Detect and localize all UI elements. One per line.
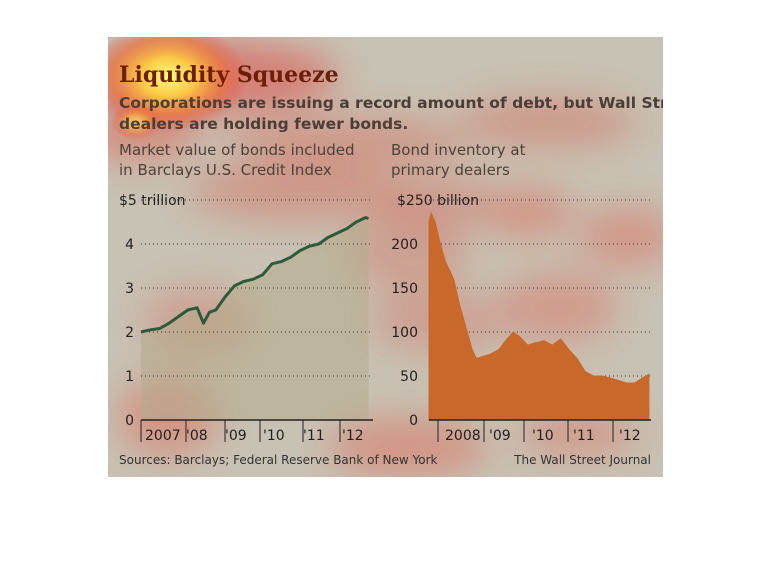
attention-heatmap-overlay — [108, 37, 663, 477]
x-tick-label-0-4: '11 — [303, 428, 325, 444]
y-tick-label-1-4: 200 — [391, 237, 418, 253]
y-tick-label-1-2: 100 — [391, 325, 418, 341]
y-tick-label-1-0: 0 — [409, 413, 418, 429]
y-tick-label-0-1: 1 — [125, 369, 134, 385]
x-tick-label-0-2: '09 — [225, 428, 247, 444]
left-chart-title-line-2: in Barclays U.S. Credit Index — [119, 161, 332, 179]
right-chart-title-line-1: Bond inventory at — [391, 141, 526, 159]
sources-note: Sources: Barclays; Federal Reserve Bank … — [119, 453, 438, 467]
chart-subtitle-line-1: Corporations are issuing a record amount… — [119, 94, 663, 112]
x-tick-label-0-3: '10 — [263, 428, 285, 444]
x-tick-label-1-2: '10 — [532, 428, 554, 444]
right-chart-title-line-2: primary dealers — [391, 161, 510, 179]
plots-layer: 0 1 2 3 4 $5 trillion 2007 '08 '09 '10 '11 '12 0 50 10… — [119, 193, 651, 444]
chart-subtitle-line-2: dealers are holding fewer bonds. — [119, 115, 409, 133]
chart-card: Liquidity Squeeze Corporations are issui… — [108, 37, 663, 477]
y-tick-label-1-3: 150 — [391, 281, 418, 297]
y-tick-label-0-5: $5 trillion — [119, 193, 186, 209]
x-tick-label-0-0: 2007 — [145, 428, 181, 444]
publisher-credit: The Wall Street Journal — [514, 453, 651, 467]
y-tick-label-1-1: 50 — [400, 369, 418, 385]
right-chart-area-series — [428, 211, 650, 421]
y-tick-label-0-0: 0 — [125, 413, 134, 429]
x-tick-label-1-1: '09 — [489, 428, 511, 444]
x-tick-label-1-3: '11 — [573, 428, 595, 444]
chart-title: Liquidity Squeeze — [119, 62, 339, 88]
left-chart-title-line-1: Market value of bonds included — [119, 141, 355, 159]
x-tick-label-0-1: '08 — [186, 428, 208, 444]
y-tick-label-1-5: $250 billion — [397, 193, 479, 209]
y-tick-label-0-4: 4 — [125, 237, 134, 253]
y-tick-label-0-2: 2 — [125, 325, 134, 341]
left-chart-area-shade — [141, 217, 369, 420]
x-tick-label-1-4: '12 — [619, 428, 641, 444]
x-tick-label-0-5: '12 — [342, 428, 364, 444]
x-tick-label-1-0: 2008 — [445, 428, 481, 444]
left-chart-line-series — [140, 216, 369, 334]
y-tick-label-0-3: 3 — [125, 281, 134, 297]
